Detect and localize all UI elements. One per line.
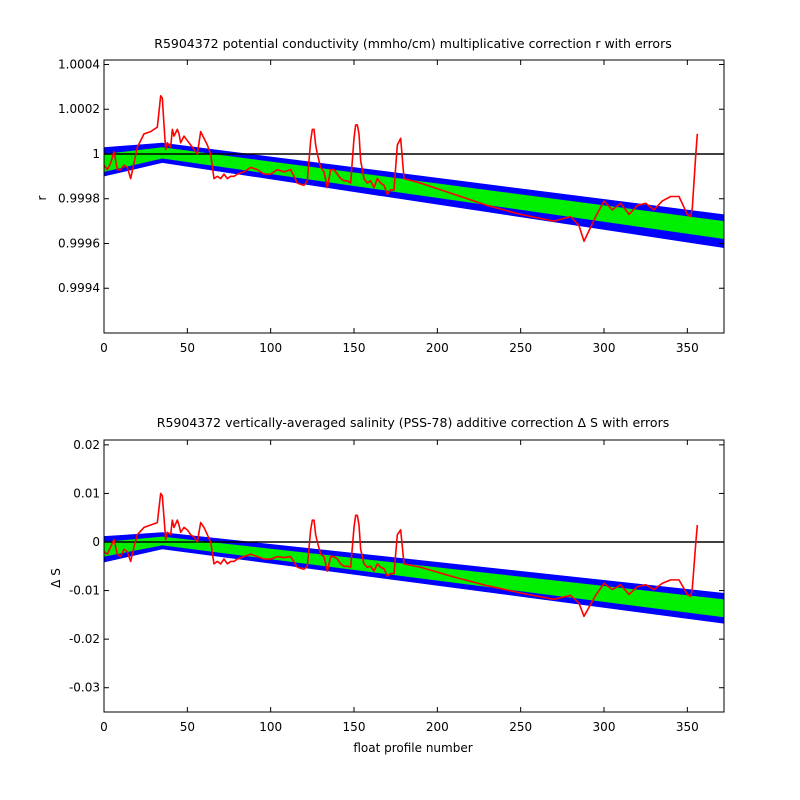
x-axis-label: float profile number xyxy=(353,741,472,755)
x-tick-label: 100 xyxy=(259,720,282,734)
x-tick-label: 200 xyxy=(426,720,449,734)
plot-area: 0 50 100 150 200 250 300 350 -0.03 -0.02 -0.01 0 0.0… xyxy=(69,438,725,734)
x-tick-label: 300 xyxy=(593,720,616,734)
y-tick-label: 1 xyxy=(92,147,100,161)
plot-area: 0 50 100 150 200 250 300 350 0.9994 0.9996 0.9998 1… xyxy=(58,57,725,355)
x-tick-label: 150 xyxy=(343,720,366,734)
y-axis-label: Δ S xyxy=(49,568,63,588)
x-tick-label: 350 xyxy=(676,720,699,734)
y-tick-label: 0 xyxy=(92,535,100,549)
x-tick-label: 50 xyxy=(180,720,195,734)
plot-content xyxy=(104,492,724,624)
y-tick-label: 1.0002 xyxy=(58,102,100,116)
y-tick-label: -0.02 xyxy=(69,632,100,646)
plot-content xyxy=(104,95,724,248)
chart-conductivity-correction: R5904372 potential conductivity (mmho/cm… xyxy=(35,36,725,355)
x-tick-label: 0 xyxy=(100,720,108,734)
x-tick-label: 250 xyxy=(509,720,532,734)
y-tick-label: -0.03 xyxy=(69,681,100,695)
x-tick-label: 300 xyxy=(593,341,616,355)
y-axis-label: r xyxy=(35,195,49,200)
x-tick-label: 350 xyxy=(676,341,699,355)
x-tick-label: 200 xyxy=(426,341,449,355)
chart-title: R5904372 potential conductivity (mmho/cm… xyxy=(154,36,671,51)
x-tick-label: 150 xyxy=(343,341,366,355)
x-tick-label: 50 xyxy=(180,341,195,355)
x-tick-label: 250 xyxy=(509,341,532,355)
series-line xyxy=(104,492,699,618)
chart-title: R5904372 vertically-averaged salinity (P… xyxy=(157,415,669,430)
y-tick-label: 0.9996 xyxy=(58,236,100,250)
plot-frame xyxy=(103,59,725,334)
y-tick-label: 1.0004 xyxy=(58,57,100,71)
chart-salinity-correction: R5904372 vertically-averaged salinity (P… xyxy=(49,415,725,755)
y-tick-label: 0.01 xyxy=(73,486,100,500)
y-tick-label: 0.9994 xyxy=(58,281,100,295)
x-tick-label: 0 xyxy=(100,341,108,355)
y-tick-label: 0.02 xyxy=(73,438,100,452)
y-tick-label: -0.01 xyxy=(69,584,100,598)
x-tick-label: 100 xyxy=(259,341,282,355)
series-line xyxy=(104,95,699,243)
plot-frame xyxy=(103,439,725,713)
y-tick-label: 0.9998 xyxy=(58,192,100,206)
